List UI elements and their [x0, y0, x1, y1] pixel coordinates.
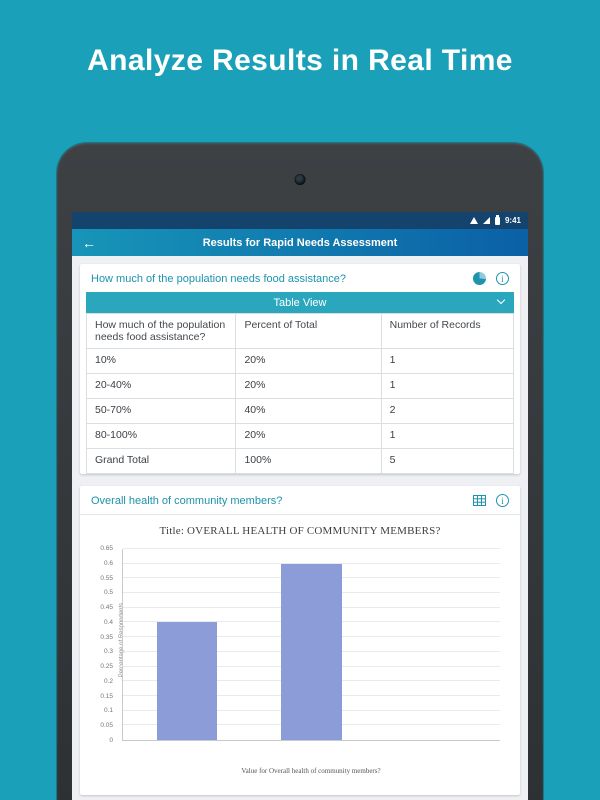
status-time: 9:41 — [504, 216, 521, 225]
y-tick-label: 0 — [109, 737, 113, 744]
bar-chart: Percentage of Respondents 0 0.05 0.1 0.15 0.… — [88, 545, 508, 795]
view-selector[interactable]: Table View — [86, 292, 514, 313]
table-cell: 80-100% — [85, 423, 237, 449]
question-text: How much of the population needs food as… — [91, 272, 346, 285]
gridline — [123, 548, 500, 549]
result-card-overall-health: Overall health of community members? i — [80, 486, 520, 795]
table-cell: 1 — [380, 348, 515, 374]
y-tick-label: 0.15 — [100, 692, 113, 700]
camera-icon — [294, 174, 306, 185]
table-row: 20-40% 20% 1 — [85, 373, 515, 399]
table-row: Grand Total 100% 5 — [85, 448, 515, 474]
y-tick-label: 0.5 — [103, 589, 113, 597]
gridline — [123, 562, 500, 564]
y-axis-ticks: 0 0.05 0.1 0.15 0.2 0.25 0.3 0.35 0.4 0.45 0.5 0.55… — [88, 545, 118, 744]
table-cell: 20% — [235, 373, 382, 399]
table-cell: 20-40% — [85, 373, 237, 399]
table-cell: 20% — [235, 348, 382, 374]
y-tick-label: 0.65 — [100, 545, 113, 552]
result-card-food-assistance: How much of the population needs food as… — [80, 264, 520, 474]
table-cell: 2 — [380, 398, 515, 424]
table-cell: 10% — [85, 348, 237, 374]
signal-icon — [482, 217, 490, 224]
table-cell: Grand Total — [85, 448, 237, 474]
card-header: Overall health of community members? i — [80, 486, 520, 514]
hero-title: Analyze Results in Real Time — [87, 44, 513, 77]
y-tick-label: 0.55 — [100, 574, 113, 582]
question-text: Overall health of community members? — [91, 494, 283, 507]
x-axis-label: Value for Overall health of community me… — [241, 767, 381, 775]
chart-title: Title: OVERALL HEALTH OF COMMUNITY MEMBE… — [159, 525, 441, 537]
column-header: How much of the population needs food as… — [85, 313, 237, 349]
y-tick-label: 0.45 — [100, 604, 113, 612]
column-header: Number of Records — [380, 313, 515, 349]
app-bar: ← Results for Rapid Needs Assessment — [72, 229, 528, 256]
table-view-section: Table View How much of the population ne… — [85, 292, 515, 474]
column-header: Percent of Total — [235, 313, 382, 349]
tablet-frame: 9:41 ← Results for Rapid Needs Assessmen… — [57, 143, 543, 800]
y-tick-label: 0.25 — [100, 663, 113, 671]
table-cell: 20% — [235, 423, 382, 449]
table-row: 50-70% 40% 2 — [85, 398, 515, 424]
chevron-down-icon — [496, 295, 506, 305]
results-table: How much of the population needs food as… — [85, 313, 515, 474]
tablet-screen: 9:41 ← Results for Rapid Needs Assessmen… — [72, 212, 528, 800]
pie-chart-icon[interactable] — [473, 272, 486, 285]
battery-icon — [494, 214, 500, 225]
table-cell: 100% — [235, 448, 382, 474]
table-cell: 40% — [235, 398, 382, 424]
table-cell: 5 — [380, 448, 515, 474]
table-view-icon[interactable] — [473, 495, 486, 506]
plot-area — [122, 548, 500, 741]
bar — [281, 563, 342, 740]
view-selector-label: Table View — [273, 296, 327, 309]
back-button[interactable]: ← — [82, 234, 96, 251]
info-icon[interactable]: i — [496, 272, 509, 285]
y-tick-label: 0.3 — [103, 648, 113, 656]
app-bar-title: Results for Rapid Needs Assessment — [202, 236, 398, 249]
y-tick-label: 0.6 — [103, 559, 113, 567]
table-cell: 50-70% — [85, 398, 237, 424]
table-header-row: How much of the population needs food as… — [85, 313, 515, 349]
y-tick-label: 0.2 — [103, 677, 113, 685]
y-tick-label: 0.35 — [100, 633, 113, 641]
y-tick-label: 0.4 — [103, 618, 113, 626]
bar — [156, 622, 218, 740]
info-icon[interactable]: i — [496, 494, 509, 507]
table-row: 80-100% 20% 1 — [85, 423, 515, 449]
status-bar: 9:41 — [72, 212, 528, 229]
hero-banner: Analyze Results in Real Time — [0, 0, 600, 122]
y-tick-label: 0.1 — [103, 707, 113, 715]
y-tick-label: 0.05 — [100, 722, 113, 730]
divider — [80, 514, 520, 515]
results-content: How much of the population needs food as… — [72, 256, 528, 800]
table-cell: 1 — [380, 373, 515, 399]
card-header: How much of the population needs food as… — [80, 264, 520, 292]
wifi-icon — [469, 217, 478, 224]
table-cell: 1 — [380, 423, 515, 449]
table-row: 10% 20% 1 — [85, 348, 515, 374]
